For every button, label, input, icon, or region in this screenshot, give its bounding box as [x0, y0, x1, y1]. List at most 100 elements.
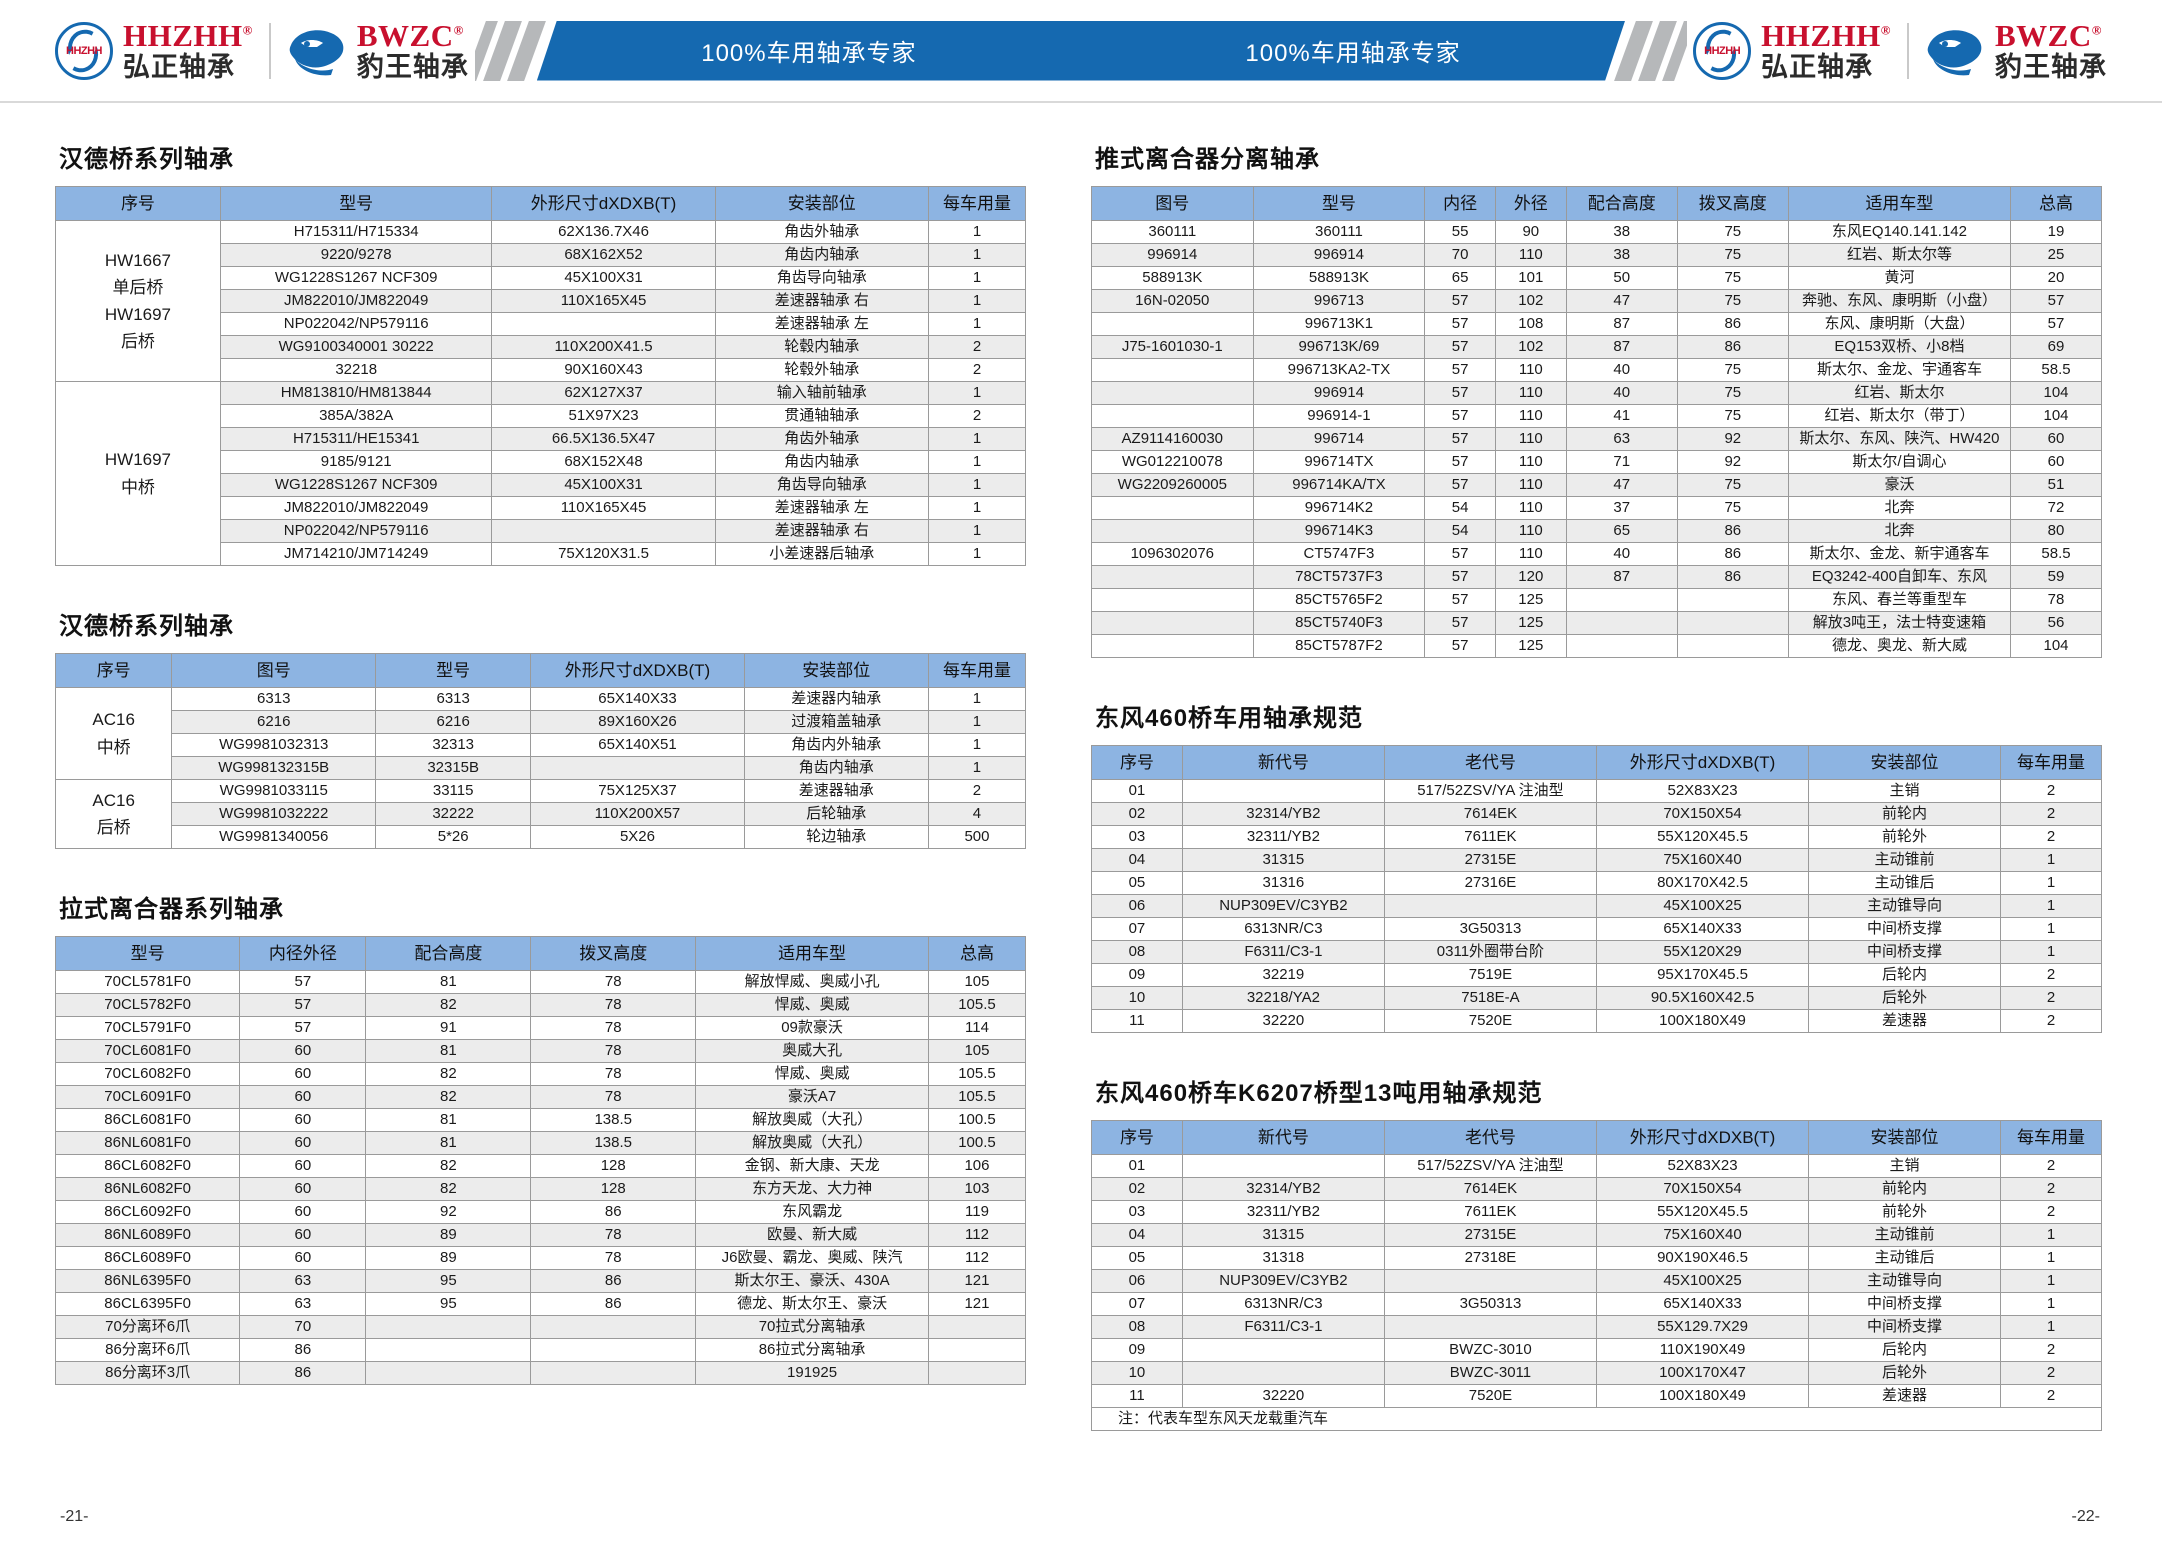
cell-c5: 112 [927, 1246, 1027, 1270]
catalog-spread: 汉德桥系列轴承 序号 型号 外形尺寸dXDXB(T) 安装部位 每车用量 HW1667 单后… [0, 103, 2162, 1542]
cell-c2: 7614EK [1383, 802, 1597, 826]
cell-c4: 2 [927, 779, 1027, 803]
cell-c0: WG9981340056 [171, 825, 377, 849]
cell-c0 [1091, 404, 1254, 428]
column-header-2: 型号 [375, 653, 532, 688]
hhzhh-chinese-name: 弘正轴承 [123, 52, 235, 82]
cell-c2: 55 [1424, 220, 1496, 244]
cell-c4: 悍威、奥威 [695, 1062, 929, 1086]
cell-c2: 差速器轴承 右 [714, 289, 929, 313]
cell-c1: 60 [239, 1062, 367, 1086]
column-header-3: 外形尺寸dXDXB(T) [1595, 1120, 1810, 1155]
cell-c4: 金钢、新大康、天龙 [695, 1154, 929, 1178]
cell-c0: 16N-02050 [1091, 289, 1254, 313]
column-header-4: 安装部位 [1808, 745, 2001, 780]
cell-c1: 60 [239, 1154, 367, 1178]
section-title-table1: 汉德桥系列轴承 [59, 146, 234, 173]
table-row: 360111 360111 55 90 38 75 东风EQ140.141.142 19 [1091, 220, 2102, 244]
cell-c7: 78 [2010, 588, 2102, 612]
cell-c2: BWZC-3010 [1383, 1338, 1597, 1362]
table-row: H715311/HE15341 66.5X136.5X47 角齿外轴承 1 [56, 427, 1027, 451]
table-row: 10 32218/YA2 7518E-A 90.5X160X42.5 后轮外 2 [1091, 986, 2103, 1010]
cell-c5: 75 [1676, 358, 1789, 382]
cell-c3: 110 [1494, 519, 1567, 543]
cell-c5: 105 [927, 970, 1027, 994]
cell-c4: 主动锥导向 [1808, 1269, 2001, 1293]
table-row: 04 31315 27315E 75X160X40 主动锥前 1 [1091, 848, 2103, 872]
cell-c4: 37 [1565, 496, 1678, 520]
cell-c4: 40 [1565, 381, 1678, 405]
cell-c5: 1 [1999, 848, 2103, 872]
hhzhh-latin-name-2: HHZHH® [1761, 18, 1891, 53]
column-header-2: 外形尺寸dXDXB(T) [491, 186, 716, 221]
cell-c1: 32218/YA2 [1181, 986, 1385, 1010]
cell-c1: 31316 [1181, 871, 1385, 895]
cell-c3: 86 [530, 1269, 697, 1293]
cell-c7: 60 [2010, 450, 2102, 474]
cell-c3: 1 [927, 542, 1027, 566]
cell-c5: 75 [1676, 289, 1789, 313]
cell-c2: 7611EK [1383, 1200, 1597, 1224]
cell-c1: 32222 [375, 802, 532, 826]
cell-c6: EQ153双桥、小8档 [1787, 335, 2012, 359]
hhzhh-latin-name: HHZHH® [123, 18, 253, 53]
cell-c3: 1 [927, 427, 1027, 451]
cell-c0: 08 [1091, 940, 1183, 964]
cell-c2: 57 [1424, 381, 1496, 405]
cell-c2: 27315E [1383, 848, 1597, 872]
bwzc-latin-name-2: BWZC® [1995, 18, 2102, 53]
cell-c4: 斯太尔王、豪沃、430A [695, 1269, 929, 1293]
table-row: 11 32220 7520E 100X180X49 差速器 2 [1091, 1384, 2103, 1408]
cell-c4: 悍威、奥威 [695, 993, 929, 1017]
cell-c6: 斯太尔、金龙、宇通客车 [1787, 358, 2012, 382]
cell-c4: 中间桥支撑 [1808, 917, 2001, 941]
banner-text-left: 100%车用轴承专家 [701, 40, 917, 67]
banner-bar: 100%车用轴承专家 100%车用轴承专家 [537, 21, 1625, 81]
cell-c4: 解放悍威、奥威小孔 [695, 970, 929, 994]
table-row: 6216 6216 89X160X26 过渡箱盖轴承 1 [56, 710, 1027, 734]
cell-c5 [927, 1361, 1027, 1385]
cell-c2: 82 [365, 1177, 532, 1201]
cell-c5: 2 [1999, 1361, 2103, 1385]
cell-c5: 1 [1999, 1246, 2103, 1270]
cell-c1: 5*26 [375, 825, 532, 849]
cell-c4: 86拉式分离轴承 [695, 1338, 929, 1362]
cell-c6: 斯太尔、东风、陕汽、HW420 [1787, 427, 2012, 451]
cell-c1: 32311/YB2 [1181, 1200, 1385, 1224]
cell-c4: 1 [927, 733, 1027, 757]
cell-c1 [491, 519, 716, 543]
banner-slashes-right-icon [1614, 20, 1688, 81]
cell-c0: 70CL6081F0 [54, 1039, 241, 1063]
cell-c0 [1091, 519, 1254, 543]
column-header-3: 外径 [1494, 186, 1567, 221]
cell-c2: 82 [365, 993, 532, 1017]
table-row: 86NL6081F0 60 81 138.5 解放奥威（大孔） 100.5 [54, 1131, 1027, 1155]
cell-c0: WG012210078 [1091, 450, 1254, 474]
table-row: 86CL6081F0 60 81 138.5 解放奥威（大孔） 100.5 [54, 1108, 1027, 1132]
table-row: 86NL6089F0 60 89 78 欧曼、新大威 112 [54, 1223, 1027, 1247]
cell-c2: 57 [1424, 427, 1496, 451]
cell-c0: 02 [1091, 1177, 1183, 1201]
cell-c0: WG998132315B [171, 756, 377, 780]
cell-c4: 63 [1565, 427, 1678, 451]
cell-c5 [927, 1315, 1027, 1339]
cell-c6: 斯太尔、金龙、新宇通客车 [1787, 542, 2012, 566]
leopard-head-icon-2 [1925, 25, 1985, 77]
row-group-label: HW1667 单后桥 HW1697 后桥 [55, 220, 221, 382]
cell-c0: 10 [1091, 1361, 1183, 1385]
cell-c2: 轮毂外轴承 [714, 358, 929, 382]
cell-c4: 主动锥导向 [1808, 894, 2001, 918]
cell-c4 [1565, 588, 1678, 612]
cell-c0: WG9100340001 30222 [219, 335, 493, 359]
bwzc-chinese-name-2: 豹王轴承 [1995, 52, 2107, 82]
cell-c1 [491, 312, 716, 336]
cell-c3: 78 [530, 970, 697, 994]
cell-c0 [1091, 634, 1254, 658]
table-row: 70CL5781F0 57 81 78 解放悍威、奥威小孔 105 [54, 970, 1027, 994]
cell-c5: 105 [927, 1039, 1027, 1063]
cell-c0: 11 [1091, 1384, 1183, 1408]
table-row: 70CL6081F0 60 81 78 奥威大孔 105 [54, 1039, 1027, 1063]
cell-c5: 119 [927, 1200, 1027, 1224]
cell-c6: 东风EQ140.141.142 [1787, 220, 2012, 244]
table-row: 996714K3 54 110 65 86 北奔 80 [1091, 519, 2102, 543]
